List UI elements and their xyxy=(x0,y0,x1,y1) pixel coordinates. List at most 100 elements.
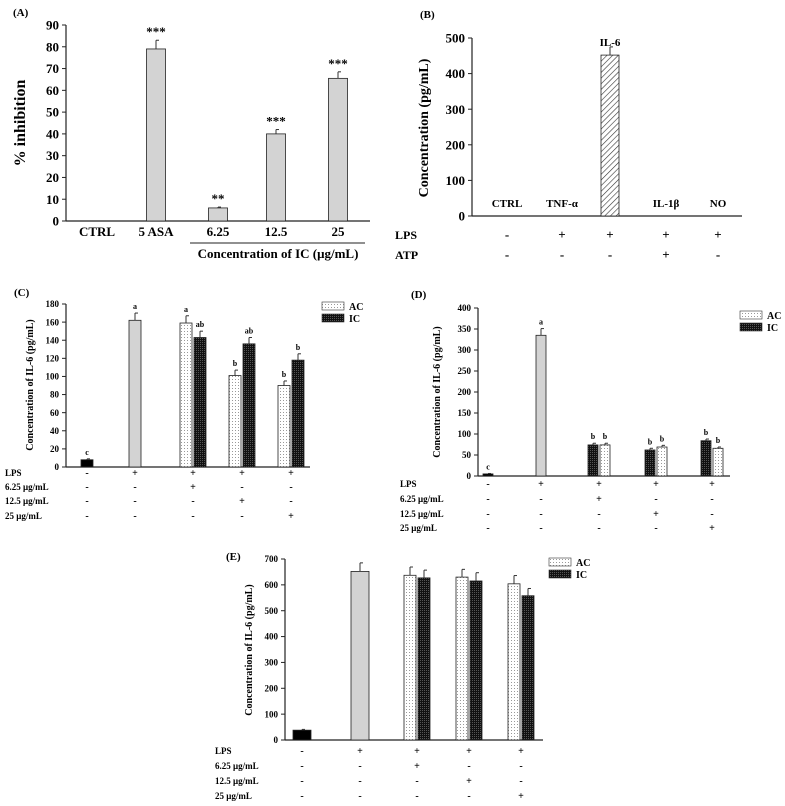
bar-ctrl xyxy=(80,459,94,468)
panel-c: (C) 0 20 40 60 80 100 120 140 160 180 Concentration… xyxy=(5,287,363,522)
treatment-sign: - xyxy=(505,247,509,262)
y-tick-label: 0 xyxy=(55,462,60,472)
treatment-sign: - xyxy=(654,494,657,505)
y-axis-label: Concentration of IL-6 (pg/mL) xyxy=(25,319,36,450)
treatment-sign: + xyxy=(239,496,245,507)
treatment-sign: + xyxy=(190,482,196,493)
y-tick-label: 0 xyxy=(467,471,472,481)
significance-label: b xyxy=(603,432,608,441)
panel-label: (D) xyxy=(411,289,427,301)
bar-bar xyxy=(146,48,166,222)
category-label: 6.25 xyxy=(207,224,230,239)
category-label: TNF-α xyxy=(546,198,579,210)
significance-label: b xyxy=(233,359,238,368)
treatment-sign: + xyxy=(132,468,138,479)
bar-ic xyxy=(644,449,656,477)
treatment-label: LPS xyxy=(5,468,22,478)
treatment-sign: - xyxy=(289,496,292,507)
treatment-sign: - xyxy=(539,494,542,505)
y-tick-label: 30 xyxy=(46,148,59,163)
treatment-label: LPS xyxy=(400,479,417,489)
category-label: IL-1β xyxy=(653,198,680,210)
y-tick-label: 80 xyxy=(50,390,60,400)
significance-label: a xyxy=(133,302,137,311)
bar-ic xyxy=(469,580,483,741)
treatment-sign: + xyxy=(714,227,721,242)
y-tick-label: 40 xyxy=(46,126,59,141)
treatment-sign: + xyxy=(653,509,659,520)
treatment-sign: - xyxy=(300,791,303,802)
treatment-sign: - xyxy=(486,509,489,520)
treatment-sign: - xyxy=(289,482,292,493)
y-tick-label: 10 xyxy=(46,192,59,207)
significance-label: b xyxy=(716,436,721,445)
significance-label: b xyxy=(296,343,301,352)
legend-label: AC xyxy=(767,311,781,322)
y-tick-label: 180 xyxy=(46,299,60,309)
treatment-label: 25 μg/mL xyxy=(215,791,252,801)
category-label: NO xyxy=(710,198,727,210)
treatment-sign: - xyxy=(505,227,509,242)
bar-ic xyxy=(242,343,256,468)
y-tick-label: 200 xyxy=(265,683,279,693)
treatment-sign: - xyxy=(133,511,136,522)
bar-lps xyxy=(128,319,142,468)
bar-ac xyxy=(455,576,469,741)
treatment-sign: + xyxy=(662,247,669,262)
treatment-sign: + xyxy=(414,761,420,772)
legend-label: IC xyxy=(349,314,360,325)
y-tick-label: 0 xyxy=(53,214,60,229)
legend-label: IC xyxy=(576,570,587,581)
treatment-sign: + xyxy=(709,479,715,490)
significance-label: b xyxy=(704,428,709,437)
treatment-sign: - xyxy=(486,523,489,534)
y-tick-label: 300 xyxy=(446,102,466,117)
significance-label: *** xyxy=(328,56,348,71)
treatment-label: 12.5 μg/mL xyxy=(215,776,259,786)
treatment-sign: - xyxy=(300,776,303,787)
treatment-sign: - xyxy=(519,776,522,787)
treatment-sign: - xyxy=(467,791,470,802)
treatment-sign: + xyxy=(414,746,420,757)
bar-ac xyxy=(277,385,291,468)
treatment-label: 6.25 μg/mL xyxy=(5,482,49,492)
y-tick-label: 150 xyxy=(458,408,472,418)
treatment-sign: + xyxy=(653,479,659,490)
panel-label: (C) xyxy=(14,287,30,299)
significance-label: a xyxy=(539,318,543,327)
significance-label: b xyxy=(282,370,287,379)
y-tick-label: 60 xyxy=(50,408,60,418)
bar-ctrl xyxy=(292,729,312,741)
y-tick-label: 100 xyxy=(446,173,466,188)
treatment-sign: - xyxy=(358,761,361,772)
treatment-label: 25 μg/mL xyxy=(5,511,42,521)
y-tick-label: 90 xyxy=(46,18,59,33)
category-label: 5 ASA xyxy=(138,224,174,239)
treatment-sign: - xyxy=(467,761,470,772)
treatment-sign: - xyxy=(191,511,194,522)
treatment-sign: - xyxy=(486,479,489,490)
treatment-label: LPS xyxy=(395,228,417,242)
treatment-sign: - xyxy=(539,523,542,534)
legend-swatch-ac xyxy=(321,301,345,311)
bar-ctrl xyxy=(482,473,494,477)
treatment-sign: + xyxy=(466,746,472,757)
y-tick-label: 100 xyxy=(265,709,279,719)
significance-label: ** xyxy=(212,191,225,206)
y-tick-label: 50 xyxy=(46,105,59,120)
significance-label: ab xyxy=(196,320,205,329)
panel-e: (E) 0 100 200 300 400 500 600 700 Concentration o… xyxy=(215,551,590,802)
y-tick-label: 500 xyxy=(446,31,466,46)
treatment-sign: - xyxy=(240,482,243,493)
y-tick-label: 400 xyxy=(265,632,279,642)
significance-label: *** xyxy=(146,24,166,39)
y-tick-label: 140 xyxy=(46,335,60,345)
bar-ic xyxy=(193,337,207,468)
treatment-sign: + xyxy=(518,791,524,802)
significance-label: c xyxy=(85,448,89,457)
y-tick-label: 400 xyxy=(458,303,472,313)
y-tick-label: 300 xyxy=(458,345,472,355)
treatment-label: 12.5 μg/mL xyxy=(5,496,49,506)
treatment-label: 6.25 μg/mL xyxy=(400,494,444,504)
